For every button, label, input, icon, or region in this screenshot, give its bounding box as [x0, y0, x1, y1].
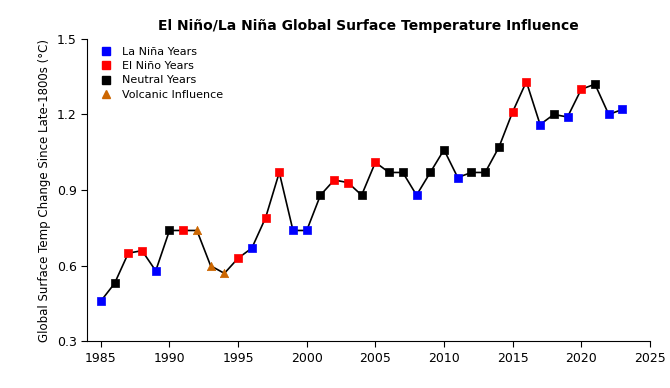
Point: [535, 121, 545, 128]
Point: [507, 109, 518, 115]
Point: [494, 144, 505, 151]
Point: [384, 169, 395, 175]
Point: [150, 268, 161, 274]
Point: [397, 169, 408, 175]
Point: [480, 169, 490, 175]
Legend: La Niña Years, El Niño Years, Neutral Years, Volcanic Influence: La Niña Years, El Niño Years, Neutral Ye…: [92, 44, 225, 102]
Point: [302, 227, 312, 234]
Point: [590, 81, 600, 87]
Point: [425, 169, 436, 175]
Point: [562, 114, 573, 120]
Point: [466, 169, 477, 175]
Point: [604, 111, 614, 118]
Point: [329, 177, 340, 183]
Point: [287, 227, 298, 234]
Point: [164, 227, 175, 234]
Point: [205, 263, 216, 269]
Point: [356, 192, 367, 198]
Point: [617, 106, 628, 113]
Point: [315, 192, 326, 198]
Y-axis label: Global Surface Temp Change Since Late-1800s (°C): Global Surface Temp Change Since Late-18…: [38, 39, 51, 341]
Point: [411, 192, 422, 198]
Point: [123, 250, 133, 256]
Point: [109, 280, 120, 286]
Point: [549, 111, 559, 118]
Point: [274, 169, 285, 175]
Point: [521, 79, 532, 85]
Point: [137, 248, 147, 254]
Point: [219, 270, 230, 276]
Point: [452, 175, 463, 181]
Point: [178, 227, 188, 234]
Point: [95, 298, 106, 304]
Point: [576, 86, 587, 92]
Point: [342, 179, 353, 186]
Title: El Niño/La Niña Global Surface Temperature Influence: El Niño/La Niña Global Surface Temperatu…: [158, 19, 579, 33]
Point: [370, 159, 381, 166]
Point: [260, 215, 271, 221]
Point: [192, 227, 202, 234]
Point: [232, 255, 243, 262]
Point: [247, 245, 257, 251]
Point: [439, 147, 450, 153]
